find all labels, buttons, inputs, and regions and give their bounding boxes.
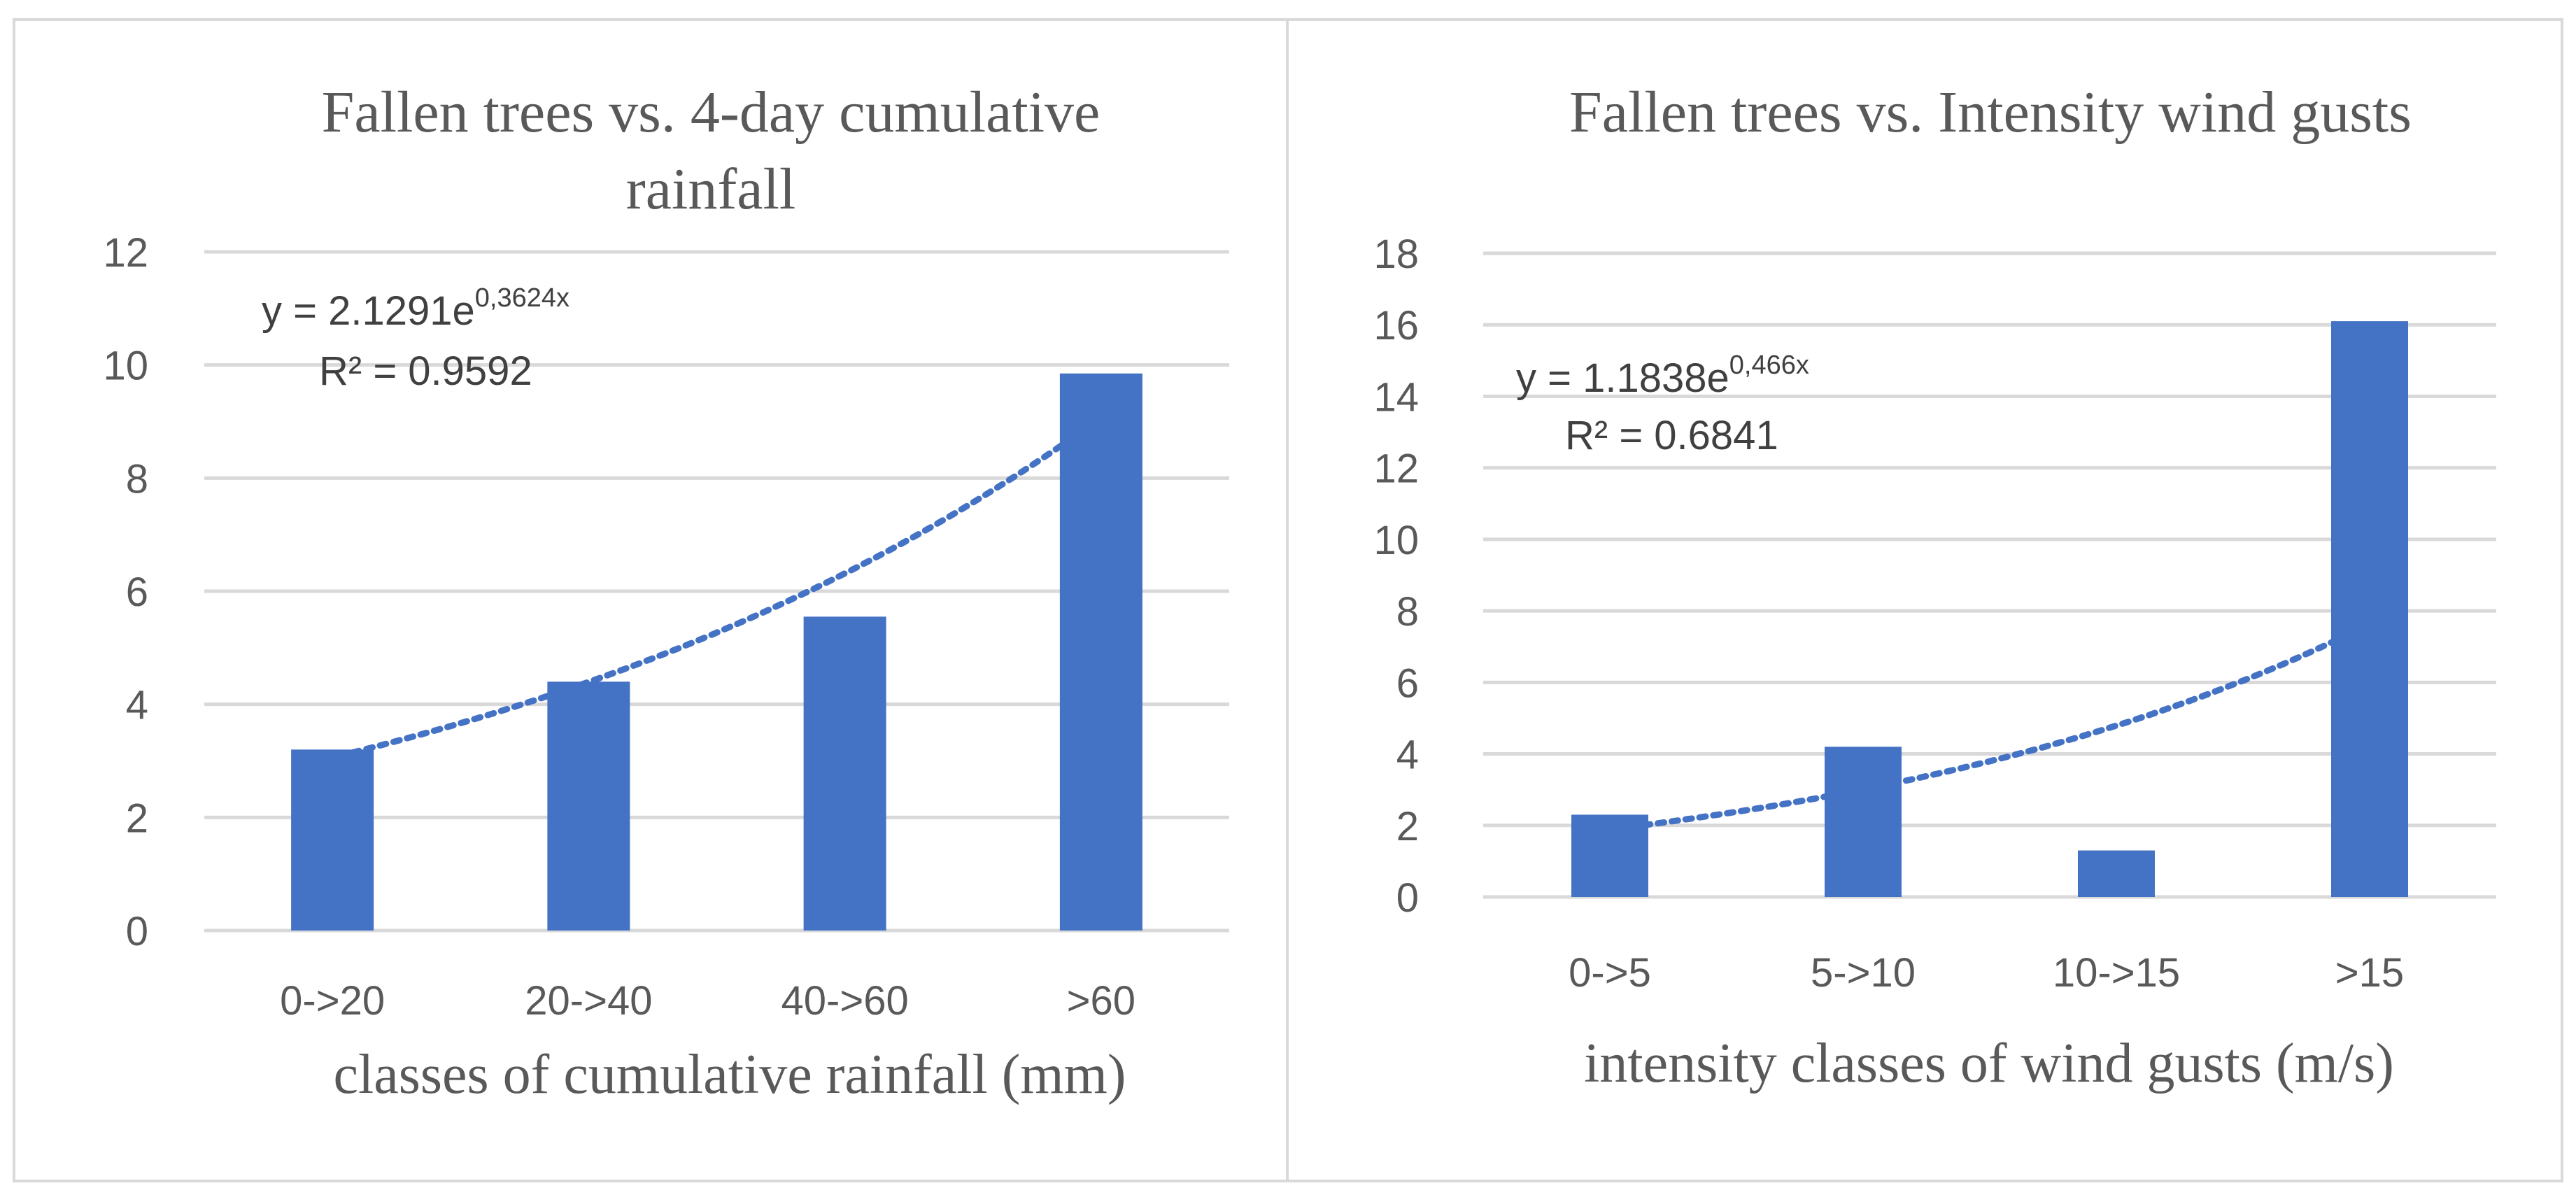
x-tick-label: 40->60 xyxy=(781,978,909,1024)
y-tick-label: 14 xyxy=(1373,374,1419,420)
x-ticks: 0->5 5->10 10->15 >15 xyxy=(1569,950,2404,996)
x-tick-label: >15 xyxy=(2335,950,2404,996)
bar xyxy=(1825,747,1902,897)
x-tick-label: >60 xyxy=(1067,978,1135,1024)
y-ticks: 0 2 4 6 8 10 12 xyxy=(103,230,148,954)
x-tick-label: 0->5 xyxy=(1569,950,1651,996)
bar xyxy=(2078,850,2155,897)
y-tick-label: 4 xyxy=(1396,733,1419,778)
x-ticks: 0->20 20->40 40->60 >60 xyxy=(280,978,1135,1024)
equation-prefix: y = 2.1291e xyxy=(262,288,475,334)
y-tick-label: 6 xyxy=(126,570,148,615)
y-tick-label: 16 xyxy=(1373,303,1419,348)
y-tick-label: 6 xyxy=(1396,660,1419,706)
trendline-r2: R² = 0.9592 xyxy=(319,348,532,394)
x-axis-label: intensity classes of wind gusts (m/s) xyxy=(1584,1033,2394,1094)
x-tick-label: 10->15 xyxy=(2053,950,2180,996)
y-tick-label: 12 xyxy=(103,230,148,276)
bars xyxy=(1571,321,2408,898)
trendline-r2: R² = 0.6841 xyxy=(1565,413,1778,458)
bar xyxy=(2331,321,2408,898)
y-tick-label: 8 xyxy=(126,456,148,502)
y-tick-label: 2 xyxy=(126,796,148,841)
y-tick-label: 10 xyxy=(1373,518,1419,563)
chart-title-line-2: rainfall xyxy=(626,157,796,222)
y-tick-label: 10 xyxy=(103,344,148,389)
y-ticks: 0 2 4 6 8 10 12 14 16 18 xyxy=(1373,232,1419,921)
gridlines xyxy=(204,250,1229,933)
trendline xyxy=(1627,621,2373,830)
y-tick-label: 12 xyxy=(1373,446,1419,492)
chart-wind: Fallen trees vs. Intensity wind gusts 0 2… xyxy=(1373,80,2496,1094)
y-tick-label: 18 xyxy=(1373,232,1419,277)
trendline-equation: y = 1.1838e0,466x xyxy=(1516,351,1809,401)
y-tick-label: 0 xyxy=(1396,875,1419,921)
trendline-equation: y = 2.1291e0,3624x xyxy=(262,283,569,334)
x-tick-label: 0->20 xyxy=(280,978,385,1024)
x-tick-label: 5->10 xyxy=(1811,950,1916,996)
bar xyxy=(1059,373,1142,931)
trendline xyxy=(349,414,1105,756)
chart-rainfall: Fallen trees vs. 4-day cumulative rainfa… xyxy=(103,80,1229,1105)
y-tick-label: 0 xyxy=(126,909,148,954)
x-tick-label: 20->40 xyxy=(525,978,652,1024)
equation-exponent: 0,466x xyxy=(1729,351,1809,380)
bar xyxy=(547,681,630,931)
bars xyxy=(291,373,1142,931)
y-tick-label: 2 xyxy=(1396,804,1419,849)
chart-panel-wind: Fallen trees vs. Intensity wind gusts 0 2… xyxy=(1286,18,2563,1182)
bar xyxy=(291,749,374,931)
equation-prefix: y = 1.1838e xyxy=(1516,355,1729,401)
chart-title-line-1: Fallen trees vs. 4-day cumulative xyxy=(322,80,1101,145)
bar xyxy=(803,616,886,931)
x-axis-label: classes of cumulative rainfall (mm) xyxy=(334,1044,1126,1105)
equation-exponent: 0,3624x xyxy=(475,283,569,313)
chart-panel-rainfall: Fallen trees vs. 4-day cumulative rainfa… xyxy=(13,18,1293,1182)
chart-title-line-1: Fallen trees vs. Intensity wind gusts xyxy=(1569,80,2412,145)
gridlines xyxy=(1483,251,2496,899)
y-tick-label: 8 xyxy=(1396,589,1419,635)
y-tick-label: 4 xyxy=(126,683,148,728)
